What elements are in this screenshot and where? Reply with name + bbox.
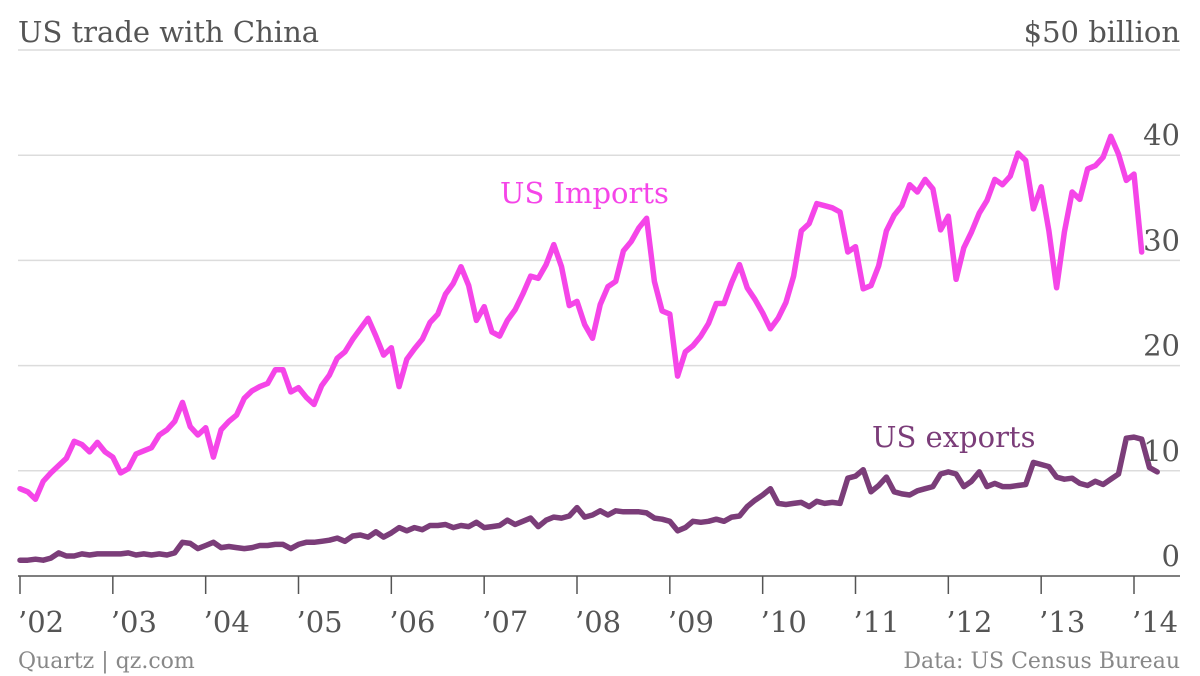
x-tick-label: ’13	[1039, 605, 1085, 639]
x-tick-label: ’09	[668, 605, 714, 639]
data-source: Data: US Census Bureau	[903, 649, 1180, 674]
x-tick-label: ’14	[1132, 605, 1178, 639]
x-tick-label: ’06	[389, 605, 435, 639]
unit-label: $50 billion	[1024, 15, 1180, 49]
x-tick-label: ’12	[946, 605, 992, 639]
imports-line	[17, 133, 1145, 502]
x-tick-label: ’03	[111, 605, 157, 639]
exports-line	[17, 434, 1160, 563]
y-tick-label: 10	[1143, 434, 1180, 468]
exports-series-label: US exports	[872, 420, 1035, 454]
x-tick-label: ’04	[204, 605, 250, 639]
series-layer	[17, 133, 1160, 563]
x-tick-label: ’11	[854, 605, 900, 639]
y-tick-label: 30	[1143, 223, 1180, 257]
source-credit: Quartz | qz.com	[18, 649, 195, 674]
x-tick-label: ’05	[297, 605, 343, 639]
x-tick-label: ’07	[482, 605, 528, 639]
x-tick-label: ’08	[575, 605, 621, 639]
x-tick-label: ’10	[761, 605, 807, 639]
x-tick-label: ’02	[18, 605, 64, 639]
chart-title: US trade with China	[18, 15, 319, 49]
imports-series-label: US Imports	[500, 176, 669, 210]
grid-layer	[18, 49, 1180, 472]
y-tick-label: 40	[1143, 118, 1180, 152]
y-tick-label: 20	[1143, 329, 1180, 363]
tick-layer: 0 10 20 30 40 ’02 ’03 ’04 ’05 ’06 ’07 ’08 ’09 ’10 ’11 ’…	[18, 118, 1180, 639]
y-tick-label: 0	[1162, 539, 1180, 573]
